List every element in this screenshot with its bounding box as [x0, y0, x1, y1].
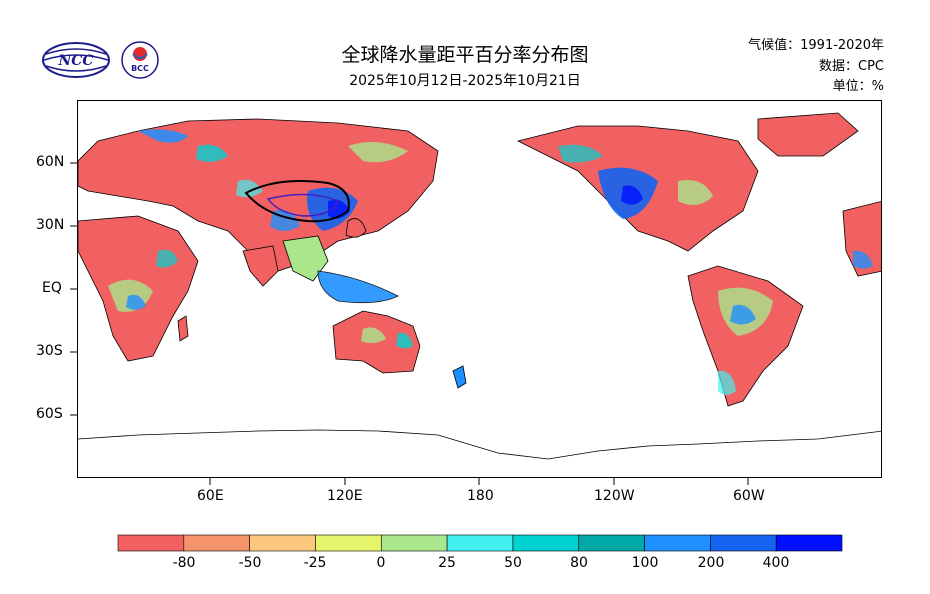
australia-landmass — [332, 310, 467, 389]
colorbar-segment — [183, 534, 250, 552]
colorbar-label: 100 — [631, 555, 659, 571]
colorbar-segment — [644, 534, 711, 552]
colorbar-segment — [249, 534, 316, 552]
colorbar-segment — [775, 534, 843, 552]
colorbar-segment — [446, 534, 514, 552]
antarctica-coastline — [78, 429, 881, 460]
colorbar-segment — [315, 534, 382, 552]
colorbar-segment — [512, 534, 580, 552]
colorbar-label: -50 — [238, 555, 262, 571]
colorbar-segment — [380, 534, 448, 552]
colorbar-label: -25 — [303, 555, 327, 571]
colorbar-label: 400 — [762, 555, 790, 571]
colorbar-label: 80 — [570, 555, 588, 571]
colorbar-label: 25 — [438, 555, 456, 571]
world-map — [77, 100, 882, 478]
lon-label-60e: 60E — [197, 488, 224, 504]
lat-label-30n: 30N — [36, 217, 65, 233]
colorbar-segment — [117, 534, 185, 552]
western-europe-landmass — [842, 201, 881, 277]
bcc-logo-text: BCC — [131, 64, 149, 73]
ncc-logo-text: NCC — [57, 53, 93, 69]
lon-label-120e: 120E — [327, 488, 363, 504]
south-america-landmass — [687, 265, 804, 407]
bcc-logo: BCC — [118, 40, 162, 84]
ncc-logo: NCC — [40, 40, 112, 84]
lat-label-60s: 60S — [36, 406, 63, 422]
north-america-landmass — [516, 112, 859, 252]
colorbar-segment — [578, 534, 645, 552]
lon-label-180: 180 — [467, 488, 494, 504]
colorbar-label: -80 — [172, 555, 196, 571]
lat-label-60n: 60N — [36, 154, 65, 170]
map-svg — [78, 112, 881, 460]
colorbar-segment — [710, 534, 777, 552]
colorbar-label: 0 — [376, 555, 386, 571]
map-date-range: 2025年10月12日-2025年10月21日 — [349, 73, 581, 89]
south-asia-landmass — [242, 218, 399, 304]
map-title: 全球降水量距平百分率分布图 — [341, 44, 589, 66]
lon-label-60w: 60W — [733, 488, 765, 504]
africa-landmass — [78, 215, 199, 362]
unit-label: 单位：% — [832, 79, 884, 94]
colorbar-label: 200 — [697, 555, 725, 571]
colorbar-label: 50 — [504, 555, 522, 571]
lon-label-120w: 120W — [594, 488, 635, 504]
lat-label-30s: 30S — [36, 343, 63, 359]
data-source: 数据：CPC — [819, 59, 884, 74]
lat-label-eq: EQ — [42, 280, 62, 296]
climate-period: 气候值：1991-2020年 — [748, 38, 884, 53]
